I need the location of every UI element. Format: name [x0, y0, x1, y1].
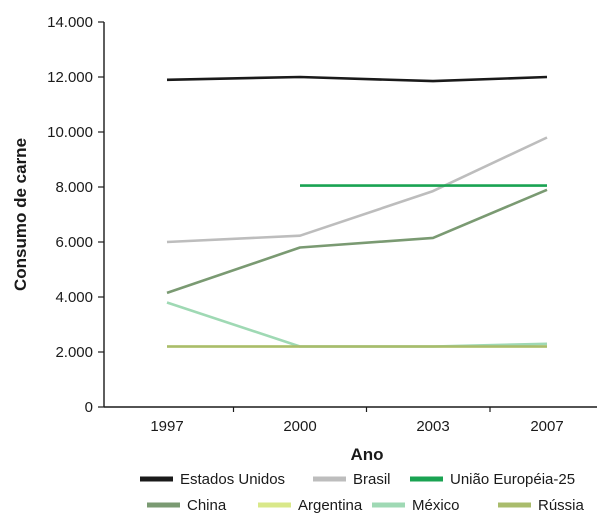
- y-tick-label: 8.000: [55, 179, 93, 196]
- series-line-brasil: [166, 136, 548, 244]
- y-tick-label: 4.000: [55, 289, 93, 306]
- series-line-mexico: [166, 301, 548, 348]
- legend-label: Argentina: [298, 497, 363, 514]
- legend: Estados Unidos Brasil União Européia-25 Chi…: [140, 471, 585, 514]
- y-tick-label: 14.000: [47, 14, 93, 31]
- legend-label: União Européia-25: [450, 471, 575, 488]
- y-axis-title: Consumo de carne: [11, 138, 30, 291]
- legend-label: Estados Unidos: [180, 471, 285, 488]
- y-tick-label: 6.000: [55, 234, 93, 251]
- x-axis-ticks: 1997 2000 2003 2007: [150, 407, 564, 435]
- legend-label: China: [187, 497, 227, 514]
- legend-label: Rússia: [538, 497, 585, 514]
- legend-label: México: [412, 497, 460, 514]
- x-tick-label: 2007: [530, 418, 563, 435]
- series-line-estados-unidos: [166, 75, 548, 83]
- series-line-china: [166, 188, 548, 295]
- y-tick-label: 10.000: [47, 124, 93, 141]
- x-tick-label: 2003: [416, 418, 449, 435]
- series-lines: [166, 75, 548, 348]
- y-tick-label: 0: [85, 399, 93, 416]
- x-tick-label: 2000: [283, 418, 316, 435]
- y-tick-label: 12.000: [47, 69, 93, 86]
- y-axis-ticks: 0 2.000 4.000 6.000 8.000 10.000 12.000 14.000: [47, 14, 104, 416]
- x-tick-label: 1997: [150, 418, 183, 435]
- x-axis-title: Ano: [350, 445, 383, 464]
- legend-label: Brasil: [353, 471, 391, 488]
- y-tick-label: 2.000: [55, 344, 93, 361]
